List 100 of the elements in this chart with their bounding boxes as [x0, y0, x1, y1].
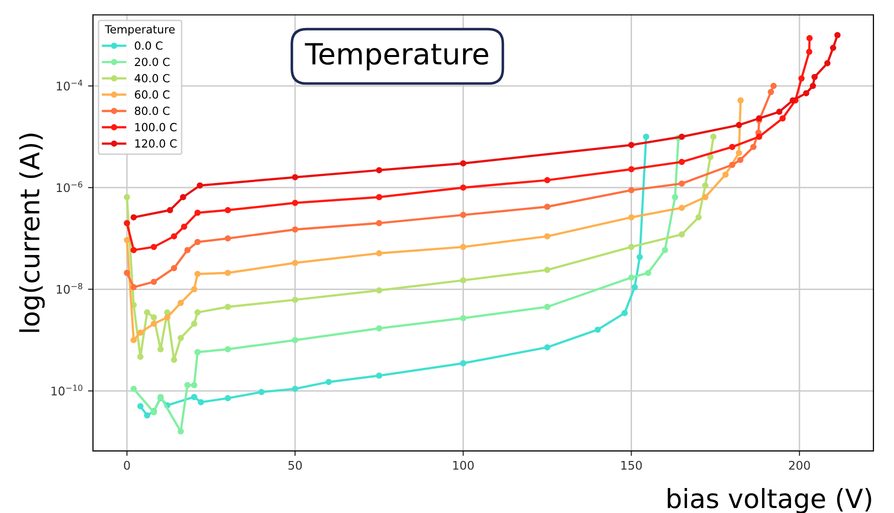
- point: [124, 220, 130, 226]
- x-tick-label: 0: [124, 460, 130, 470]
- point: [621, 310, 628, 316]
- y-tick-label: 10$^{−6}$: [56, 181, 82, 192]
- point: [628, 214, 634, 220]
- point: [178, 428, 184, 435]
- y-tick-label: 10$^{−8}$: [56, 283, 82, 294]
- point: [292, 336, 298, 344]
- point: [224, 395, 231, 402]
- point: [124, 194, 130, 200]
- point: [628, 187, 634, 194]
- point: [258, 388, 265, 396]
- point: [137, 354, 144, 360]
- point: [544, 304, 550, 310]
- point: [326, 378, 332, 386]
- point: [737, 97, 744, 104]
- legend-label: 120.0 C: [135, 139, 177, 148]
- point: [678, 204, 685, 211]
- point: [194, 210, 201, 216]
- point: [672, 194, 678, 200]
- point: [292, 226, 298, 233]
- point: [194, 238, 201, 246]
- point: [803, 90, 810, 96]
- point: [292, 174, 298, 180]
- text: Temperature: [304, 43, 488, 70]
- x-tick-label: 150: [621, 460, 642, 470]
- x-tick-label: 100: [453, 460, 474, 470]
- point: [768, 88, 774, 96]
- point: [180, 224, 188, 230]
- point: [628, 274, 634, 281]
- legend-title: Temperature: [104, 25, 175, 36]
- point: [643, 134, 650, 140]
- point: [460, 212, 466, 218]
- y-axis-title: log(current (A)): [19, 134, 45, 332]
- point: [376, 220, 382, 226]
- point: [770, 82, 777, 90]
- point: [678, 180, 685, 187]
- point: [632, 284, 638, 290]
- y-tick-label: 10$^{−4}$: [56, 80, 82, 91]
- point: [460, 184, 466, 191]
- point: [810, 82, 816, 90]
- point: [194, 270, 201, 278]
- point: [756, 134, 762, 140]
- point: [636, 254, 643, 260]
- point: [376, 287, 382, 294]
- point: [292, 296, 298, 303]
- point: [130, 246, 137, 254]
- point: [750, 144, 757, 150]
- point: [834, 32, 841, 38]
- point: [198, 399, 204, 406]
- point: [729, 144, 736, 150]
- point: [628, 142, 634, 148]
- point: [224, 304, 231, 310]
- point: [376, 167, 382, 174]
- point: [170, 356, 178, 363]
- legend-label: 40.0 C: [134, 74, 170, 82]
- point: [130, 214, 137, 220]
- point: [736, 150, 742, 156]
- point: [710, 134, 717, 140]
- legend-label: 80.0 C: [134, 106, 170, 116]
- point: [292, 386, 298, 392]
- point: [376, 325, 382, 332]
- point: [460, 160, 466, 166]
- point: [460, 315, 466, 322]
- point: [292, 200, 298, 206]
- point: [224, 207, 231, 214]
- point: [707, 154, 714, 160]
- point: [544, 344, 550, 350]
- point: [191, 286, 198, 292]
- point: [702, 182, 708, 189]
- point: [628, 166, 634, 172]
- point: [695, 214, 702, 220]
- point: [806, 48, 812, 55]
- point: [130, 336, 137, 344]
- y-tick-label: 10$^{−10}$: [52, 384, 82, 396]
- point: [544, 177, 550, 184]
- point: [544, 204, 550, 210]
- point: [144, 309, 150, 316]
- point: [736, 122, 742, 128]
- point: [137, 330, 144, 336]
- point: [194, 309, 201, 316]
- point: [776, 108, 782, 115]
- point: [184, 246, 191, 254]
- point: [224, 235, 231, 242]
- point: [662, 246, 668, 254]
- point: [824, 60, 830, 66]
- point: [544, 266, 550, 274]
- point: [224, 270, 231, 276]
- point: [678, 231, 685, 238]
- point: [178, 334, 184, 342]
- point: [780, 115, 786, 122]
- point: [164, 314, 170, 320]
- point: [460, 360, 466, 366]
- point: [191, 382, 198, 388]
- point: [124, 270, 130, 276]
- point: [790, 97, 796, 104]
- point: [737, 156, 744, 164]
- legend-label: 100.0 C: [135, 122, 177, 132]
- point: [376, 250, 382, 256]
- point: [178, 300, 184, 306]
